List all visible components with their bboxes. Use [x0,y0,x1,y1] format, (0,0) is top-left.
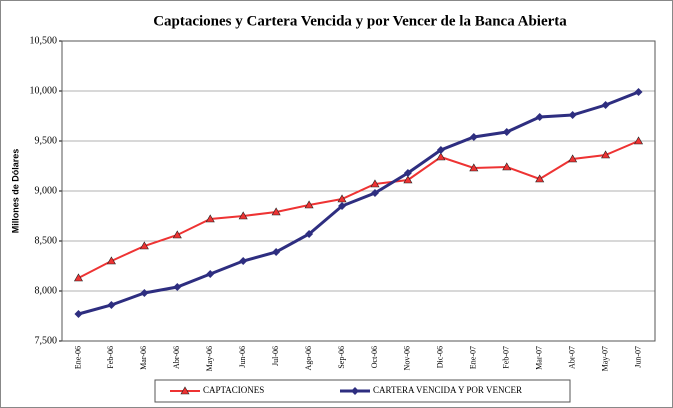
marker [304,200,314,209]
marker [469,163,479,172]
marker [338,202,347,210]
x-tick-label: Jun-07 [633,346,642,368]
marker [601,150,611,159]
chart-title: Captaciones y Cartera Vencida y por Venc… [153,13,567,29]
x-tick-label: Feb-06 [106,346,115,369]
marker [370,179,380,188]
marker [172,230,182,239]
x-tick-label: Oct-06 [370,346,379,368]
marker [568,111,577,119]
marker [634,136,644,145]
series-line [78,140,639,279]
marker [469,133,478,141]
marker [271,207,281,216]
y-tick-label: 8,000 [35,285,58,296]
marker [502,162,512,171]
legend-marker [180,386,190,395]
marker [206,270,215,278]
marker [107,301,116,309]
marker [239,257,248,265]
x-tick-label: Ago-06 [304,346,313,370]
marker [535,113,544,121]
x-tick-label: Jun-06 [238,346,247,368]
marker [139,241,149,250]
marker [238,211,248,220]
y-tick-label: 10,500 [30,35,58,46]
x-tick-label: Ene-07 [469,346,478,369]
y-tick-label: 7,500 [35,335,58,346]
x-tick-label: Jul-06 [271,346,280,366]
x-tick-label: Abr-07 [567,346,576,369]
marker [403,175,413,184]
legend-label: CARTERA VENCIDA Y POR VENCER [373,385,522,395]
y-tick-label: 9,500 [35,135,58,146]
x-tick-label: Sep-06 [337,346,346,369]
x-tick-label: Mar-06 [139,346,148,370]
legend-marker [351,387,359,395]
marker [305,230,314,238]
x-tick-label: Nov-06 [403,346,412,370]
marker [106,256,116,265]
marker [601,101,610,109]
marker [205,214,215,223]
x-tick-label: May-07 [600,346,609,371]
y-tick-label: 10,000 [30,85,58,96]
marker [74,310,83,318]
marker [436,152,446,161]
marker [73,273,83,282]
y-axis-label: Millones de Dólares [10,149,20,234]
x-tick-label: Abr-06 [172,346,181,369]
marker [634,88,643,96]
y-tick-label: 9,000 [35,185,58,196]
y-tick-label: 8,500 [35,235,58,246]
marker [370,189,379,197]
marker [173,283,182,291]
x-tick-label: Ene-06 [73,346,82,369]
marker [403,169,412,177]
marker [568,154,578,163]
marker [337,194,347,203]
legend-label: CAPTACIONES [203,385,264,395]
marker [502,128,511,136]
marker [436,146,445,154]
x-tick-label: May-06 [205,346,214,371]
marker [140,289,149,297]
series-line [78,90,640,316]
plot-area [61,40,656,342]
x-tick-label: Dic-06 [436,346,445,368]
marker [272,248,281,256]
x-tick-label: Feb-07 [502,346,511,369]
x-tick-label: Mar-07 [535,346,544,370]
marker [535,174,545,183]
